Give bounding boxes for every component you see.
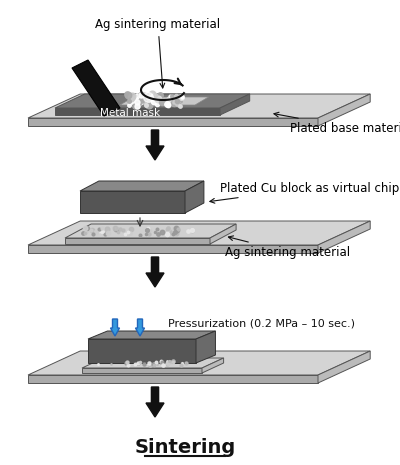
Polygon shape	[65, 224, 236, 238]
FancyArrow shape	[136, 319, 144, 336]
Text: Plated base material: Plated base material	[274, 112, 400, 134]
Polygon shape	[55, 108, 220, 115]
Text: Ag sintering material: Ag sintering material	[225, 236, 350, 259]
Polygon shape	[80, 191, 185, 213]
Polygon shape	[318, 221, 370, 253]
Polygon shape	[65, 238, 210, 244]
Polygon shape	[55, 94, 250, 108]
Text: Sintering: Sintering	[134, 438, 236, 457]
Polygon shape	[202, 358, 224, 373]
Polygon shape	[28, 351, 370, 375]
Polygon shape	[196, 331, 216, 363]
Text: Plated Cu block as virtual chip: Plated Cu block as virtual chip	[210, 181, 399, 203]
FancyArrow shape	[146, 130, 164, 160]
FancyArrow shape	[110, 319, 120, 336]
Text: Pressurization (0.2 MPa – 10 sec.): Pressurization (0.2 MPa – 10 sec.)	[168, 318, 355, 328]
Polygon shape	[28, 375, 318, 383]
Polygon shape	[80, 181, 204, 191]
Polygon shape	[318, 94, 370, 126]
Polygon shape	[185, 181, 204, 213]
Polygon shape	[120, 97, 208, 105]
FancyArrow shape	[146, 387, 164, 417]
Polygon shape	[220, 94, 250, 115]
Polygon shape	[82, 358, 224, 368]
Polygon shape	[210, 224, 236, 244]
Polygon shape	[88, 339, 196, 363]
FancyArrow shape	[146, 257, 164, 287]
Text: Metal mask: Metal mask	[100, 108, 160, 118]
Polygon shape	[72, 60, 120, 116]
Polygon shape	[28, 245, 318, 253]
Text: Ag sintering material: Ag sintering material	[96, 18, 220, 88]
Polygon shape	[28, 94, 370, 118]
Polygon shape	[28, 221, 370, 245]
Polygon shape	[88, 331, 216, 339]
Polygon shape	[28, 118, 318, 126]
Polygon shape	[82, 368, 202, 373]
Polygon shape	[318, 351, 370, 383]
